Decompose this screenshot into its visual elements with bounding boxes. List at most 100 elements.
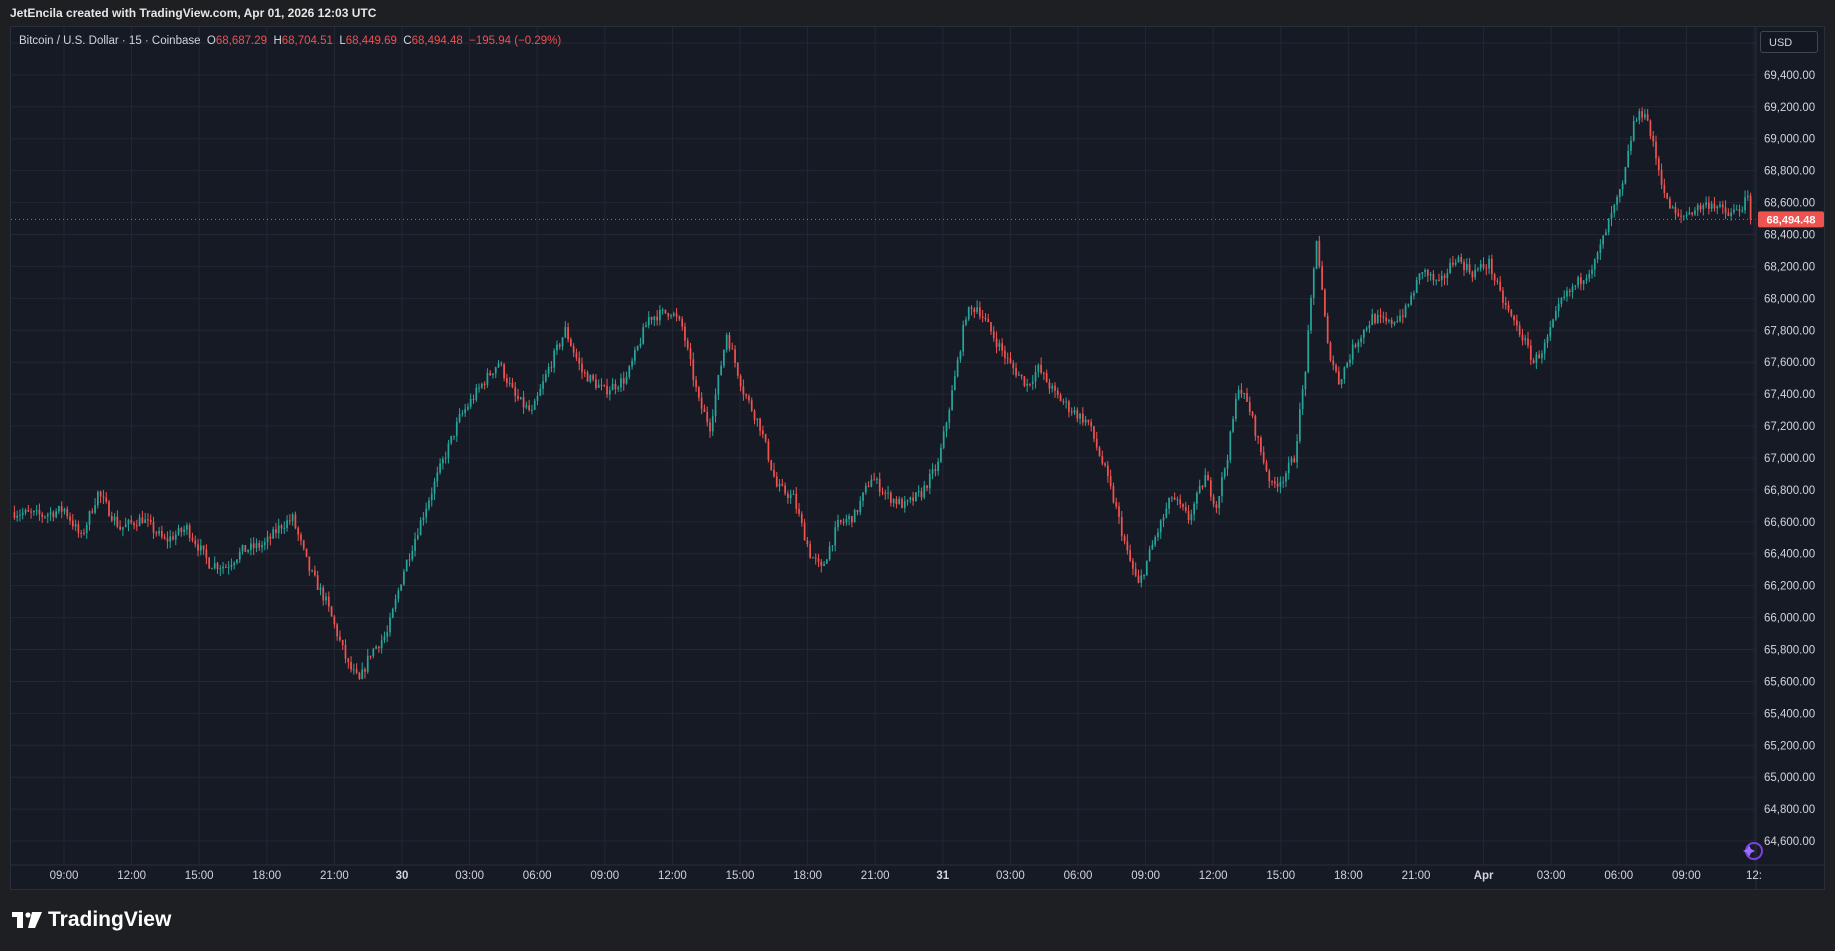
candle-body — [809, 544, 812, 558]
candle-body — [35, 510, 38, 512]
candle-body — [1251, 411, 1254, 416]
sparkle-icon[interactable] — [1743, 842, 1763, 860]
candle-body — [494, 367, 497, 374]
candle-body — [21, 512, 24, 515]
candle-body — [1229, 431, 1232, 460]
candle-body — [759, 418, 761, 431]
candle-body — [1201, 485, 1204, 488]
candle-body — [558, 344, 561, 347]
candle-body — [319, 587, 322, 590]
candle-body — [1733, 209, 1735, 213]
candle-body — [1376, 315, 1379, 323]
candle-body — [1298, 409, 1301, 442]
candle-body — [1115, 502, 1118, 507]
candle-body — [13, 512, 16, 518]
tradingview-logo[interactable]: TradingView — [12, 908, 171, 932]
candle-body — [486, 372, 489, 386]
candle-body — [1685, 214, 1688, 216]
candle-body — [723, 349, 725, 366]
tradingview-logo-icon — [12, 912, 42, 928]
candle-body — [480, 383, 483, 388]
candle-body — [52, 512, 55, 518]
candle-body — [358, 672, 361, 679]
candle-body — [394, 599, 397, 609]
candle-body — [1268, 470, 1271, 482]
candle-body — [867, 485, 870, 487]
candle-body — [1580, 277, 1582, 284]
chart-panel[interactable]: 64,600.00 64,800.00 65,000.00 65,200.00 65,4… — [10, 26, 1825, 890]
candle-body — [1290, 458, 1293, 463]
candle-body — [116, 516, 119, 527]
candle-body — [149, 519, 152, 522]
candle-body — [1502, 290, 1504, 303]
candle-body — [169, 536, 172, 542]
candle-body — [1237, 389, 1240, 399]
candle-body — [770, 460, 773, 470]
candle-body — [135, 525, 138, 527]
candle-body — [806, 540, 809, 545]
candle-body — [1730, 212, 1732, 217]
candle-body — [1034, 372, 1037, 382]
candle-body — [1465, 264, 1468, 270]
candle-body — [664, 309, 667, 314]
time-tick-label: 06:00 — [1064, 870, 1093, 882]
candle-body — [453, 435, 455, 437]
candle-body — [876, 478, 878, 480]
candle-body — [647, 317, 650, 326]
candle-body — [133, 522, 135, 526]
candle-body — [773, 469, 775, 477]
candle-body — [1552, 319, 1554, 328]
candle-body — [1699, 205, 1702, 210]
candle-body — [784, 485, 786, 494]
candle-body — [316, 575, 319, 590]
symbol-legend[interactable]: Bitcoin / U.S. Dollar · 15 · Coinbase O6… — [19, 35, 561, 47]
candle-body — [1221, 477, 1223, 497]
currency-selector[interactable]: USD — [1760, 31, 1818, 53]
candle-body — [152, 521, 155, 533]
candlestick-chart[interactable]: 64,600.00 64,800.00 65,000.00 65,200.00 65,4… — [11, 27, 1825, 890]
candle-body — [1262, 452, 1265, 463]
candle-body — [1454, 262, 1457, 265]
candle-body — [909, 497, 912, 501]
candle-body — [77, 524, 80, 533]
candle-body — [1187, 510, 1190, 521]
candle-body — [767, 441, 770, 461]
candle-body — [742, 386, 745, 395]
candle-body — [614, 383, 617, 389]
candle-body — [917, 491, 920, 493]
candle-body — [1304, 371, 1307, 390]
candle-body — [642, 327, 645, 344]
candle-body — [842, 522, 845, 524]
candle-body — [172, 536, 174, 540]
candle-body — [781, 483, 784, 486]
candle-body — [1159, 520, 1162, 533]
candle-body — [408, 559, 411, 561]
candle-body — [1179, 499, 1182, 505]
candle-body — [1260, 437, 1262, 453]
candle-body — [467, 406, 469, 410]
candle-body — [951, 390, 953, 411]
price-tick-label: 66,800.00 — [1764, 485, 1815, 497]
candle-body — [1682, 215, 1685, 217]
candle-body — [166, 538, 169, 542]
time-tick-label: 06:00 — [523, 870, 552, 882]
candle-body — [837, 520, 839, 528]
candle-body — [522, 397, 525, 408]
candle-body — [653, 316, 656, 320]
candle-body — [1490, 258, 1493, 275]
candle-body — [1538, 354, 1541, 359]
candle-body — [1655, 141, 1657, 159]
candle-body — [489, 372, 492, 376]
candle-body — [88, 511, 91, 525]
candle-body — [1368, 325, 1371, 329]
candle-body — [277, 525, 280, 534]
candle-body — [41, 514, 44, 517]
candle-body — [475, 388, 478, 400]
candle-body — [155, 532, 158, 534]
candle-body — [703, 408, 706, 412]
candle-body — [1524, 338, 1527, 341]
candle-body — [848, 516, 850, 520]
candle-body — [1204, 474, 1207, 488]
candle-body — [1346, 363, 1349, 368]
candle-body — [987, 319, 990, 323]
